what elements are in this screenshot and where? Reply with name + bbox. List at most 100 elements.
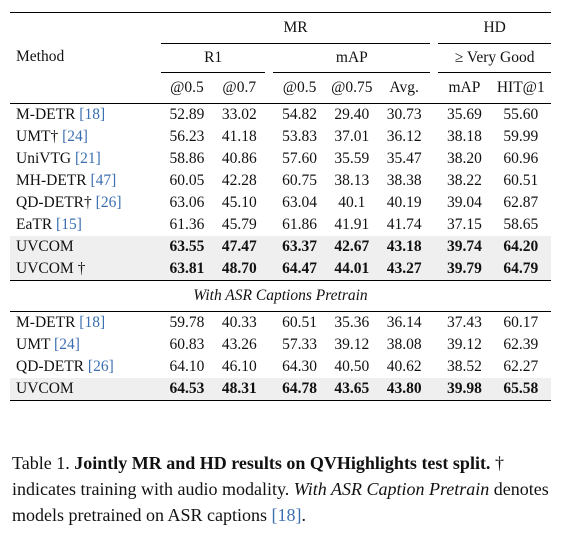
spacer-cell: [430, 126, 438, 148]
value-cell: 57.33: [282, 336, 317, 353]
spacer-cell: [430, 214, 438, 236]
value-cell: 63.04: [282, 194, 317, 211]
method-name: UVCOM: [10, 236, 161, 258]
method-label: QD-DETR†: [16, 194, 96, 211]
spacer-cell: [430, 334, 438, 356]
spacer-cell: [265, 170, 273, 192]
value-cell: 64.20: [490, 236, 551, 258]
caption-title: Jointly MR and HD results on QVHighlight…: [74, 453, 491, 473]
value-cell: 45.79: [221, 216, 257, 233]
value-cell: 63.55: [160, 236, 214, 258]
value-cell: 38.22: [447, 172, 482, 189]
value-cell: 35.47: [386, 150, 422, 167]
value-cell: 39.12: [334, 336, 370, 353]
citation-link[interactable]: [15]: [56, 216, 82, 233]
table-caption: Table 1. Jointly MR and HD results on QV…: [12, 450, 552, 528]
value-cell: 64.79: [490, 258, 551, 281]
table-row: UVCOM 63.55 47.47 63.37 42.67 43.18 39.74 64.20: [10, 236, 551, 258]
spacer-cell: [265, 148, 273, 170]
citation-link[interactable]: [18]: [79, 314, 106, 331]
caption-text-1: † indicates training with audio modality…: [12, 453, 504, 499]
method-name: M-DETR [18]: [10, 103, 161, 126]
value-cell: 62.27: [503, 358, 539, 375]
method-header: Method: [16, 47, 65, 65]
value-cell: 38.18: [447, 128, 482, 145]
value-cell: 37.01: [334, 128, 370, 145]
table-row: UVCOM 64.53 48.31 64.78 43.65 43.80 39.98 65.58: [10, 378, 551, 401]
citation-link[interactable]: [18]: [79, 106, 106, 123]
caption-text-2: denotes models pretrained on ASR caption…: [12, 479, 549, 525]
spacer-cell: [265, 356, 273, 378]
table-row: EaTR [15] 61.36 45.79 61.86 41.91 41.74 37.15 5…: [10, 214, 551, 236]
value-cell: 38.20: [447, 150, 482, 167]
r1-header: R1: [160, 43, 266, 73]
value-cell: 41.74: [386, 216, 422, 233]
value-cell: 63.81: [160, 258, 214, 281]
citation-link[interactable]: [24]: [54, 336, 80, 353]
value-cell: 60.17: [490, 311, 551, 334]
spacer-cell: [430, 378, 439, 401]
table-row: M-DETR [18] 59.78 40.33 60.51 35.36 36.14 37.4…: [10, 311, 551, 334]
value-cell: 37.15: [447, 216, 482, 233]
value-cell: 40.62: [386, 358, 422, 375]
caption-italic: With ASR Caption Pretrain: [293, 479, 490, 499]
value-cell: 47.47: [213, 236, 266, 258]
spacer-cell: [265, 311, 274, 334]
citation-link[interactable]: [26]: [87, 358, 114, 375]
caption-prefix: Table 1.: [12, 453, 75, 473]
value-cell: 44.01: [325, 258, 378, 281]
spacer-cell: [430, 192, 438, 214]
value-cell: 59.78: [160, 311, 214, 334]
value-cell: 60.05: [169, 172, 205, 189]
value-cell: 30.73: [377, 103, 431, 126]
value-cell: 54.82: [273, 103, 326, 126]
spacer-cell: [265, 126, 273, 148]
value-cell: 36.12: [386, 128, 422, 145]
value-cell: 64.53: [160, 378, 214, 401]
citation-link[interactable]: [26]: [95, 194, 122, 211]
method-label: UMT†: [16, 128, 63, 145]
subheader-r1-05: @0.5: [170, 79, 204, 96]
value-cell: 60.51: [503, 172, 539, 189]
value-cell: 63.37: [273, 236, 326, 258]
results-table: MR HD Method R1 mAP ≥ Very Good @0.5 @0.…: [10, 12, 551, 401]
map-header: mAP: [273, 43, 431, 73]
citation-link[interactable]: [24]: [62, 128, 88, 145]
method-label: M-DETR: [16, 314, 80, 331]
value-cell: 41.18: [221, 128, 257, 145]
value-cell: 29.40: [325, 103, 378, 126]
citation-link[interactable]: [21]: [74, 150, 101, 167]
method-label: EaTR: [16, 216, 57, 233]
citation-link[interactable]: [47]: [90, 172, 117, 189]
value-cell: 38.08: [386, 336, 422, 353]
value-cell: 43.26: [221, 336, 257, 353]
hd-header: HD: [438, 12, 551, 44]
value-cell: 40.86: [221, 150, 257, 167]
spacer-cell: [430, 311, 439, 334]
value-cell: 41.91: [334, 216, 370, 233]
header-row-2: Method R1 mAP ≥ Very Good: [10, 43, 551, 73]
method-name: QD-DETR [26]: [10, 356, 161, 378]
spacer-cell: [430, 170, 438, 192]
value-cell: 60.96: [503, 150, 539, 167]
method-name: UniVTG [21]: [10, 148, 161, 170]
method-label: MH-DETR: [16, 172, 91, 189]
method-name: UMT† [24]: [10, 126, 161, 148]
spacer-cell: [430, 103, 439, 126]
subheader-map-075: @0.75: [331, 79, 373, 96]
method-label: UVCOM †: [16, 260, 86, 277]
value-cell: 36.14: [377, 311, 431, 334]
value-cell: 37.43: [438, 311, 491, 334]
value-cell: 63.06: [169, 194, 205, 211]
value-cell: 62.87: [503, 194, 539, 211]
value-cell: 64.30: [282, 358, 317, 375]
method-label: UVCOM: [16, 238, 74, 255]
value-cell: 39.04: [447, 194, 482, 211]
spacer-cell: [265, 378, 274, 401]
value-cell: 59.99: [503, 128, 539, 145]
value-cell: 40.33: [213, 311, 266, 334]
spacer-cell: [430, 258, 439, 281]
caption-ref-link[interactable]: [18]: [271, 505, 302, 525]
value-cell: 60.75: [282, 172, 317, 189]
value-cell: 39.98: [438, 378, 491, 401]
